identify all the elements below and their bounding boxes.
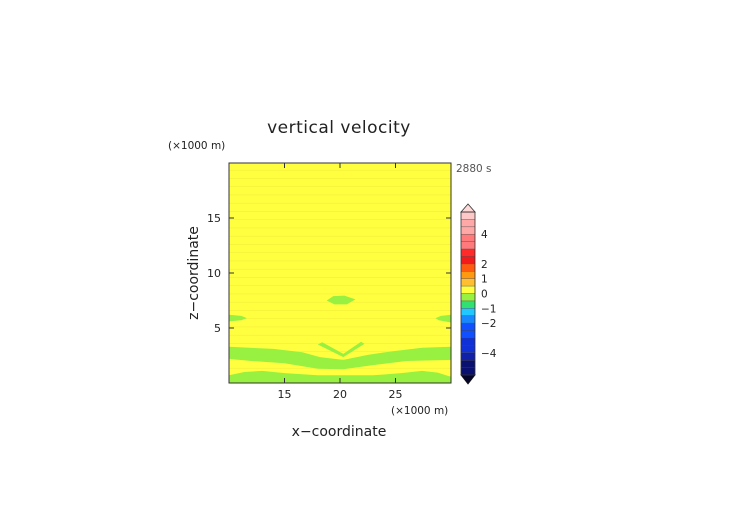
upper-patch xyxy=(326,295,356,305)
colorbar-tick-label: −4 xyxy=(481,348,497,360)
colorbar-tick-label: 0 xyxy=(481,289,488,301)
y-axis-label: z−coordinate xyxy=(186,226,202,320)
y-tick-label: 15 xyxy=(207,212,221,225)
x-tick-label: 25 xyxy=(389,388,403,401)
x-tick-label: 20 xyxy=(333,388,347,401)
colorbar-swatch xyxy=(461,286,475,294)
y-unit-label: (×1000 m) xyxy=(168,140,225,152)
x-unit-label: (×1000 m) xyxy=(391,405,448,417)
time-label: 2880 s xyxy=(456,163,492,175)
colorbar-over-arrow xyxy=(460,203,476,213)
colorbar: 4 2 1 0 −1 −2 −4 xyxy=(460,203,497,385)
field-background xyxy=(229,163,451,383)
central-chevron xyxy=(317,341,365,358)
plot-area: 15 20 25 5 10 15 xyxy=(207,162,452,401)
colorbar-swatch xyxy=(461,278,475,287)
colorbar-tick-label: 4 xyxy=(481,229,488,241)
colorbar-swatch xyxy=(461,212,475,220)
x-tick-label: 15 xyxy=(278,388,292,401)
x-ticks: 15 20 25 xyxy=(278,163,403,401)
x-axis-label: x−coordinate xyxy=(292,424,387,440)
colorbar-tick-label: −2 xyxy=(481,318,496,330)
colorbar-tick-label: 2 xyxy=(481,259,488,271)
y-tick-label: 5 xyxy=(214,322,221,335)
chart-title: vertical velocity xyxy=(267,118,411,138)
colorbar-tick-label: 1 xyxy=(481,274,488,286)
low-band xyxy=(229,346,451,370)
colorbar-swatch xyxy=(461,308,475,316)
colorbar-swatch xyxy=(461,315,475,324)
colorbar-swatch xyxy=(461,249,475,257)
y-ticks: 5 10 15 xyxy=(207,212,451,335)
colorbar-swatch xyxy=(461,293,475,301)
colorbar-tick-label: −1 xyxy=(481,303,496,315)
colorbar-swatch xyxy=(461,271,475,279)
colorbar-swatch xyxy=(461,256,475,264)
left-edge-lobe xyxy=(229,314,247,322)
colorbar-swatch xyxy=(461,352,475,361)
colorbar-frame xyxy=(460,211,476,376)
colorbar-under-arrow xyxy=(460,374,476,385)
y-tick-label: 10 xyxy=(207,267,221,280)
colorbar-swatch xyxy=(461,300,475,309)
colorbar-swatch xyxy=(461,263,475,272)
right-edge-lobe xyxy=(435,314,451,323)
